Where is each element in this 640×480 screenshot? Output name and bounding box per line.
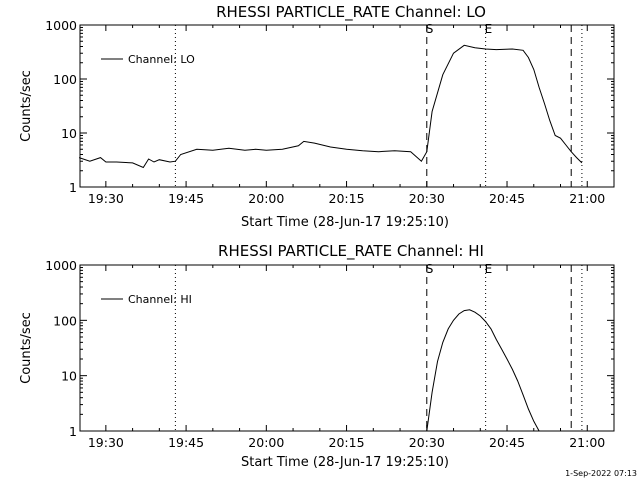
x-tick-label: 20:45 — [489, 435, 525, 450]
y-tick-label: 10 — [61, 126, 77, 141]
x-tick-label: 20:00 — [248, 435, 284, 450]
y-tick-label: 1 — [69, 424, 77, 439]
marker-label-e: E — [485, 22, 493, 36]
panel-hi-legend: Channel: HI — [101, 293, 192, 306]
x-tick-label: 19:45 — [168, 191, 204, 206]
marker-label-e: E — [485, 262, 493, 276]
x-tick-label: 19:30 — [88, 435, 124, 450]
panel-lo-series — [78, 44, 583, 169]
marker-label-s: S — [426, 262, 434, 276]
series-line-hi — [426, 309, 540, 432]
x-tick-label: 19:30 — [88, 191, 124, 206]
panel-lo-x-ticks: 19:30 19:45 20:00 20:15 20:30 20:45 21:00 — [88, 25, 615, 206]
panel-hi-x-ticks: 19:30 19:45 20:00 20:15 20:30 20:45 21:00 — [88, 265, 615, 450]
footer-timestamp: 1-Sep-2022 07:13 — [565, 469, 637, 478]
panel-hi-x-axis-label: Start Time (28-Jun-17 19:25:10) — [241, 455, 449, 470]
y-tick-label: 1 — [69, 180, 77, 195]
panel-lo-plot-frame — [79, 24, 615, 188]
y-tick-label: 100 — [53, 313, 77, 328]
panel-hi-series — [426, 309, 540, 432]
x-tick-label: 20:45 — [489, 191, 525, 206]
panel-lo: RHESSI PARTICLE_RATE Channel: LO 19:30 19… — [19, 3, 615, 230]
y-tick-label: 1000 — [45, 258, 77, 273]
y-tick-label: 1000 — [45, 18, 77, 33]
x-tick-label: 21:00 — [569, 435, 605, 450]
panel-lo-y-ticks: 1 10 100 1000 — [45, 18, 614, 195]
x-tick-label: 19:45 — [168, 435, 204, 450]
panel-hi-plot-frame — [79, 264, 615, 432]
panel-hi-y-ticks: 1 10 100 1000 — [45, 258, 614, 439]
panel-hi-y-axis-label: Counts/sec — [19, 312, 34, 384]
x-tick-label: 20:30 — [409, 435, 445, 450]
series-line-lo — [78, 44, 583, 169]
panel-hi-title: RHESSI PARTICLE_RATE Channel: HI — [218, 242, 484, 261]
y-tick-label: 100 — [53, 72, 77, 87]
marker-label-s: S — [426, 22, 434, 36]
x-tick-label: 20:00 — [248, 191, 284, 206]
panel-hi: RHESSI PARTICLE_RATE Channel: HI 19:30 19… — [19, 242, 615, 470]
panel-lo-title: RHESSI PARTICLE_RATE Channel: LO — [216, 3, 486, 22]
x-tick-label: 21:00 — [569, 191, 605, 206]
panel-lo-y-axis-label: Counts/sec — [19, 70, 34, 142]
x-tick-label: 20:15 — [329, 191, 365, 206]
x-tick-label: 20:30 — [409, 191, 445, 206]
y-tick-label: 10 — [61, 369, 77, 384]
x-tick-label: 20:15 — [329, 435, 365, 450]
panel-lo-legend: Channel: LO — [101, 53, 195, 66]
panel-hi-legend-label: Channel: HI — [128, 293, 192, 306]
panel-lo-x-axis-label: Start Time (28-Jun-17 19:25:10) — [241, 215, 449, 230]
panel-lo-legend-label: Channel: LO — [128, 53, 195, 66]
